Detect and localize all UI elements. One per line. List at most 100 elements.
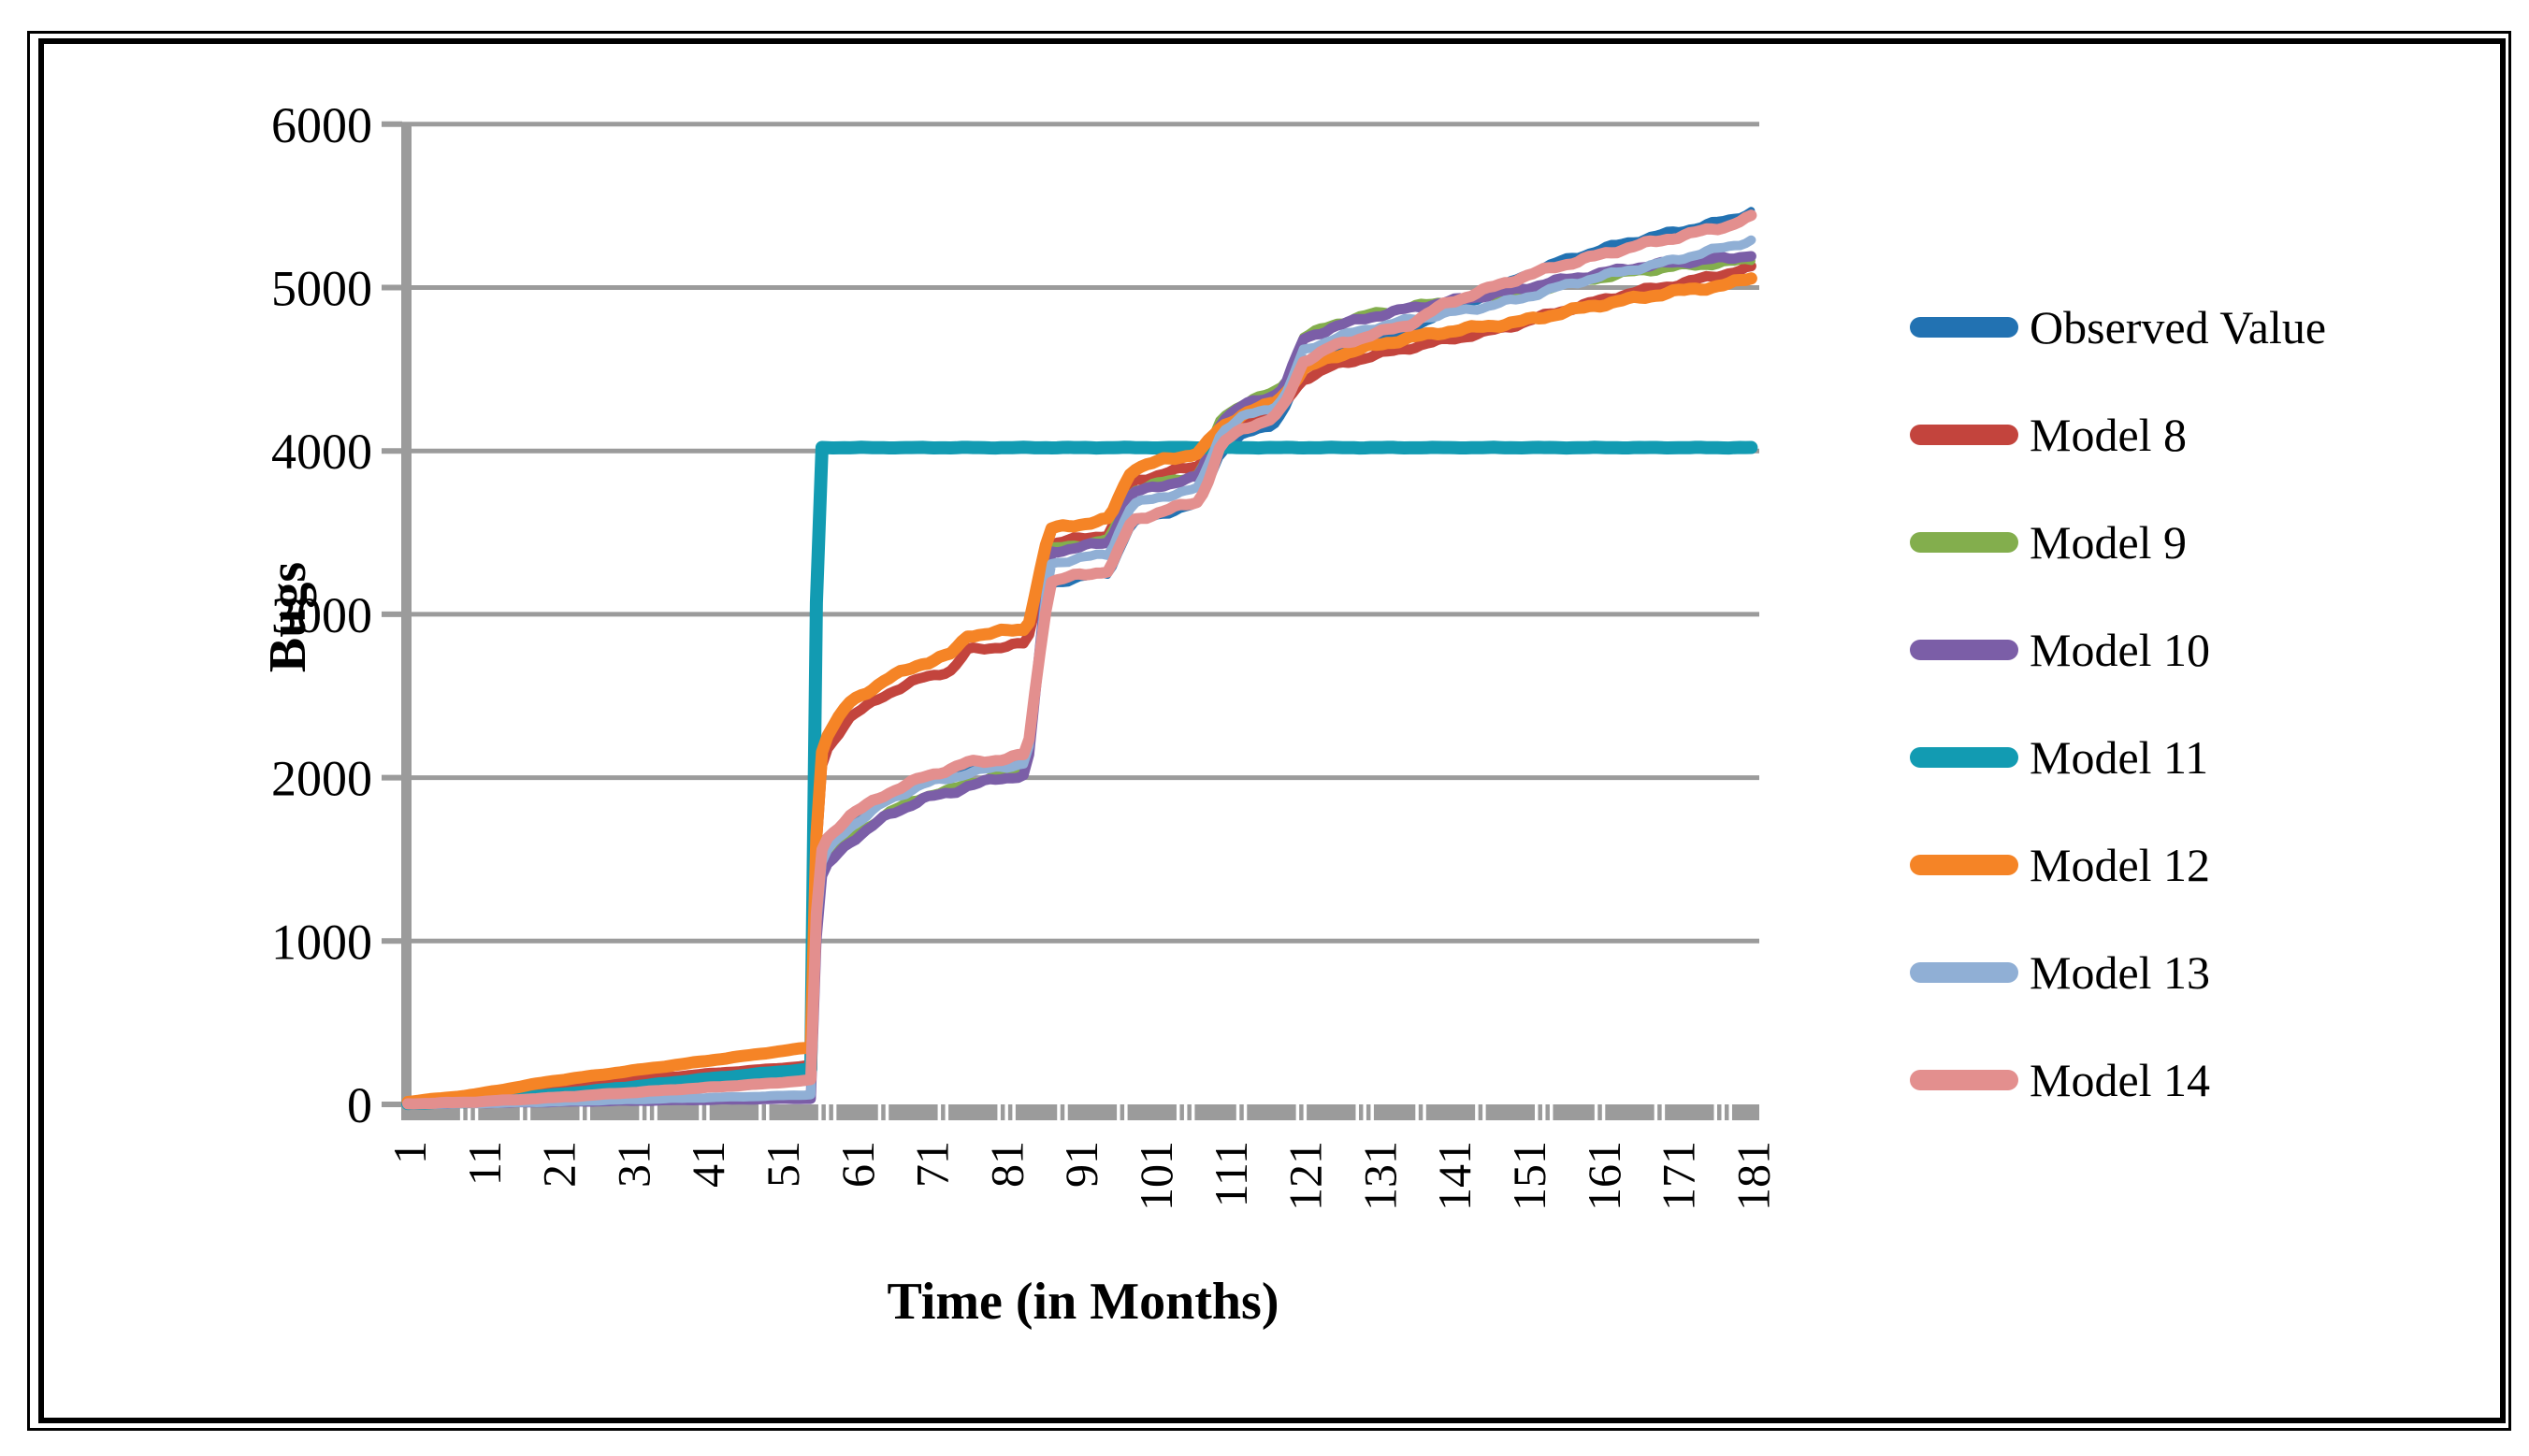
x-minor-tick [1363, 1104, 1366, 1120]
legend-label: Observed Value [2030, 301, 2327, 353]
x-tick-label-91: 91 [1055, 1141, 1107, 1188]
x-minor-tick [766, 1104, 770, 1120]
x-tick-label-141: 141 [1428, 1141, 1481, 1211]
legend-label: Model 14 [2030, 1054, 2211, 1106]
legend-label: Model 10 [2030, 624, 2211, 676]
x-minor-tick [832, 1104, 837, 1120]
x-tick-label-151: 151 [1503, 1141, 1555, 1211]
y-tick-label-0: 0 [347, 1077, 372, 1133]
x-minor-tick [1482, 1104, 1486, 1120]
x-minor-tick [1243, 1104, 1248, 1120]
x-minor-tick [699, 1104, 702, 1120]
legend-swatch-model-11 [1910, 747, 2018, 768]
y-tick-label-4000: 4000 [271, 424, 372, 480]
y-axis-line [401, 123, 412, 1119]
x-minor-tick [1423, 1104, 1426, 1120]
x-tick-label-111: 111 [1205, 1141, 1257, 1207]
x-minor-tick [1355, 1104, 1359, 1120]
legend-swatch-model-14 [1910, 1070, 2018, 1090]
x-tick-label-71: 71 [906, 1141, 959, 1188]
x-minor-tick [945, 1104, 949, 1120]
x-minor-tick [459, 1104, 464, 1120]
x-tick-label-171: 171 [1653, 1141, 1705, 1211]
y-tick-label-6000: 6000 [271, 97, 372, 153]
x-tick-label-181: 181 [1727, 1141, 1779, 1211]
x-minor-tick [1475, 1104, 1479, 1120]
x-minor-tick [1064, 1104, 1068, 1120]
legend-swatch-observed-value [1910, 317, 2018, 338]
legend-item-model-12: Model 12 [1910, 835, 2210, 895]
x-minor-tick [474, 1104, 479, 1120]
series-line-model-12 [401, 272, 1757, 1108]
x-tick-label-121: 121 [1279, 1141, 1332, 1211]
x-minor-tick [937, 1104, 942, 1120]
series-line-model-8 [402, 261, 1756, 1108]
x-minor-tick [1117, 1104, 1120, 1120]
series-line-model-14 [402, 209, 1757, 1110]
legend-item-model-13: Model 13 [1910, 943, 2210, 1002]
x-minor-tick [1303, 1104, 1308, 1120]
x-minor-tick [527, 1104, 531, 1120]
legend-item-model-8: Model 8 [1910, 405, 2187, 465]
legend-swatch-model-8 [1910, 425, 2018, 445]
x-tick-label-41: 41 [682, 1141, 734, 1188]
x-minor-tick [519, 1104, 524, 1120]
x-tick-label-51: 51 [757, 1141, 809, 1188]
x-tick-label-131: 131 [1353, 1141, 1406, 1211]
series-line-model-9 [403, 255, 1756, 1109]
x-minor-tick [877, 1104, 882, 1120]
x-minor-tick [1594, 1104, 1598, 1120]
x-tick-label-101: 101 [1130, 1141, 1182, 1211]
legend-label: Model 9 [2030, 516, 2188, 569]
series-line-observed-value [404, 207, 1756, 1108]
legend-swatch-model-10 [1910, 640, 2018, 660]
figure-outer-border [27, 31, 2511, 1431]
legend-label: Model 13 [2030, 946, 2211, 999]
figure-inner-border [38, 38, 2506, 1423]
x-minor-tick [1236, 1104, 1240, 1120]
x-minor-tick [1176, 1104, 1180, 1120]
x-minor-tick [1721, 1104, 1725, 1120]
legend-swatch-model-13 [1910, 962, 2018, 983]
x-minor-tick [759, 1104, 762, 1120]
x-minor-tick [1661, 1104, 1666, 1120]
x-minor-tick [706, 1104, 710, 1120]
legend: Observed Value Model 8 Model 9 Model 10 … [1910, 0, 2490, 1456]
legend-swatch-model-12 [1910, 855, 2018, 875]
x-minor-tick [1534, 1104, 1539, 1120]
y-tick-label-5000: 5000 [271, 261, 372, 317]
x-minor-tick [467, 1104, 471, 1120]
x-minor-tick [1012, 1104, 1016, 1120]
y-tick-label-3000: 3000 [271, 587, 372, 643]
x-minor-tick [646, 1104, 650, 1120]
x-minor-tick [1549, 1104, 1554, 1120]
legend-item-model-14: Model 14 [1910, 1050, 2210, 1110]
x-axis-band [401, 1104, 1759, 1120]
x-minor-tick [1728, 1104, 1732, 1120]
x-minor-tick [1601, 1104, 1606, 1120]
legend-label: Model 8 [2030, 409, 2188, 461]
x-minor-tick [997, 1104, 1001, 1120]
x-minor-tick [1183, 1104, 1188, 1120]
legend-item-model-10: Model 10 [1910, 620, 2210, 680]
y-tick-label-2000: 2000 [271, 751, 372, 807]
x-minor-tick [1057, 1104, 1061, 1120]
x-minor-tick [1415, 1104, 1419, 1120]
x-minor-tick [885, 1104, 889, 1120]
x-tick-label-21: 21 [533, 1141, 585, 1188]
x-minor-tick [1295, 1104, 1300, 1120]
x-minor-tick [1004, 1104, 1008, 1120]
legend-label: Model 12 [2030, 839, 2211, 891]
x-minor-tick [654, 1104, 658, 1120]
y-tick-label-1000: 1000 [271, 914, 372, 970]
x-minor-tick [817, 1104, 822, 1120]
series-line-model-10 [402, 251, 1756, 1110]
x-tick-label-81: 81 [980, 1141, 1033, 1188]
legend-swatch-model-9 [1910, 532, 2018, 553]
x-axis-title: Time (in Months) [887, 1273, 1279, 1331]
x-tick-label-31: 31 [607, 1141, 659, 1188]
x-tick-label-61: 61 [831, 1141, 884, 1188]
x-minor-tick [639, 1104, 643, 1120]
